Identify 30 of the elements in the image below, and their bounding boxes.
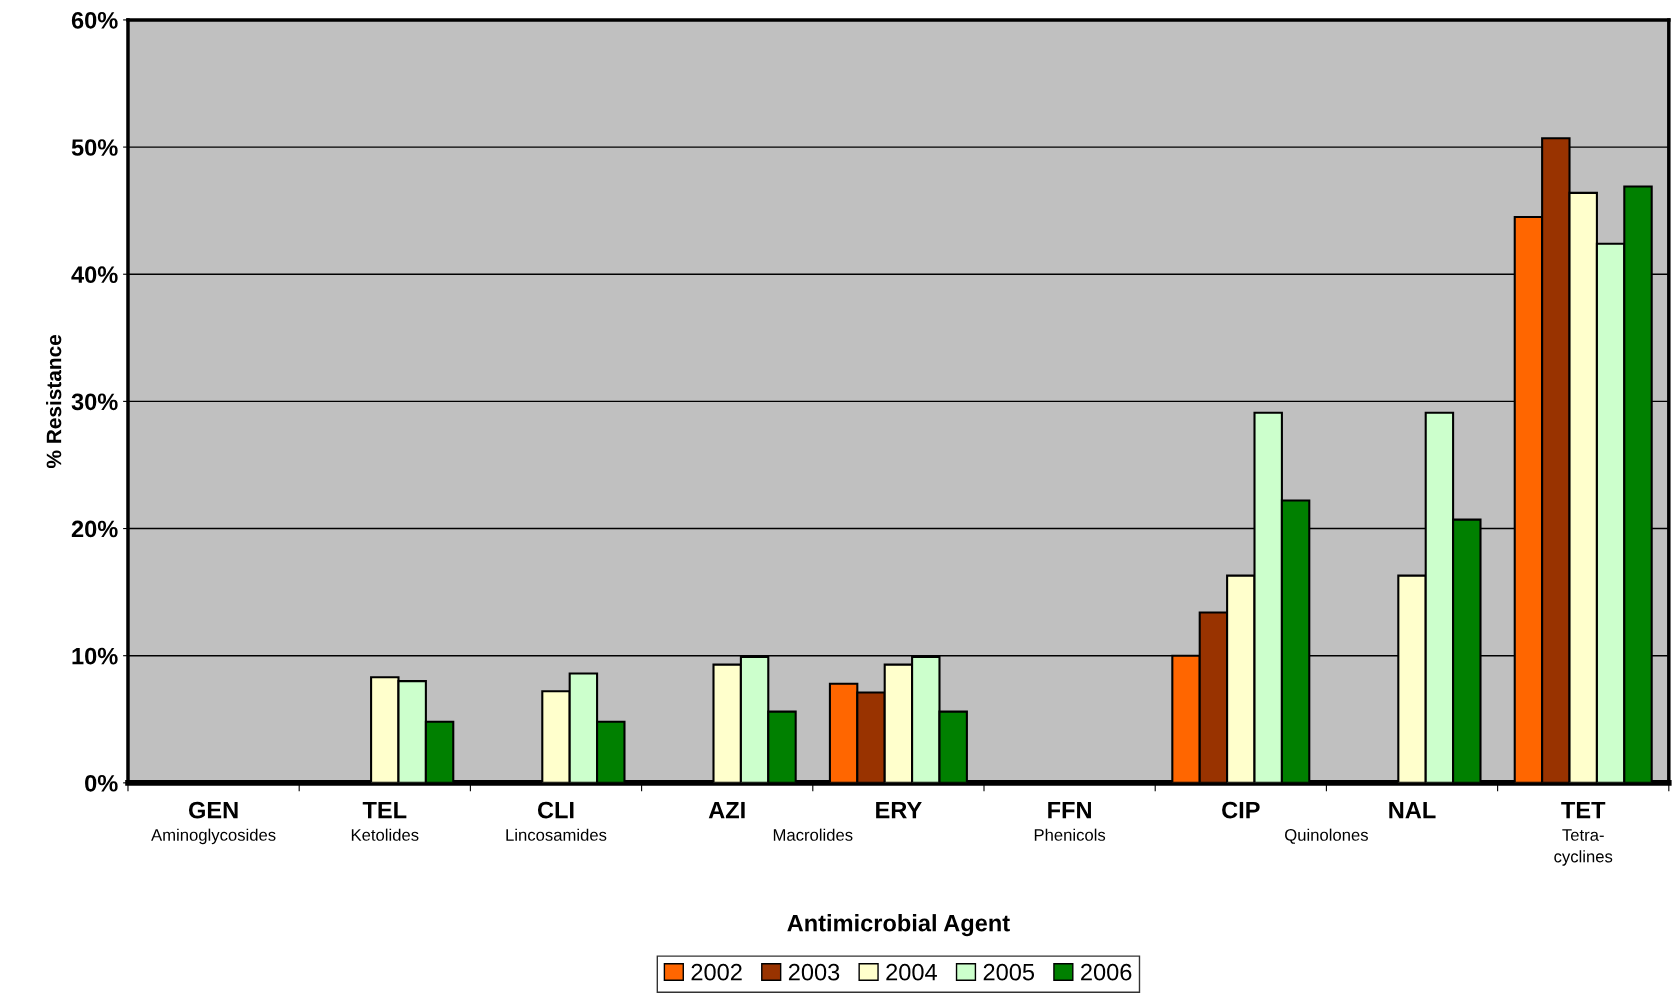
text: Phenicols — [1034, 828, 1106, 841]
x-tick-label: TET — [1561, 801, 1606, 819]
x-axis-title: Antimicrobial Agent — [787, 914, 1010, 937]
legend-label: 2006 — [1081, 963, 1132, 981]
text: Tetra- cyclines — [1554, 829, 1613, 866]
legend-label: 2004 — [886, 963, 937, 981]
x-tick-label: NAL — [1389, 801, 1436, 819]
x-tick-label: ERY — [876, 801, 922, 819]
y-tick-label: 0% — [85, 774, 118, 792]
x-tick-label: CLI — [537, 801, 574, 819]
text: Quinolones — [1285, 828, 1368, 844]
y-tick-label: 30% — [71, 393, 118, 411]
text: Lincosamides — [506, 828, 607, 841]
y-axis-title: % Resistance — [46, 334, 62, 469]
legend-label: 2003 — [788, 963, 840, 981]
y-tick-label: 10% — [72, 647, 118, 665]
legend-label: 2005 — [983, 963, 1035, 981]
y-tick-label: 20% — [71, 520, 118, 538]
text: Ketolides — [351, 828, 419, 841]
text: Aminoglycosides — [151, 828, 276, 845]
x-tick-label: GEN — [188, 801, 238, 819]
legend-label: 2002 — [691, 963, 742, 981]
y-tick-label: 50% — [71, 139, 118, 156]
y-tick-label: 60% — [71, 11, 118, 29]
x-tick-label: AZI — [708, 801, 745, 819]
y-tick-label: 40% — [71, 266, 118, 284]
x-tick-label: TEL — [362, 801, 407, 819]
x-tick-label: FFN — [1048, 801, 1091, 819]
x-tick-label: CIP — [1222, 801, 1260, 819]
text: Macrolides — [773, 828, 853, 841]
